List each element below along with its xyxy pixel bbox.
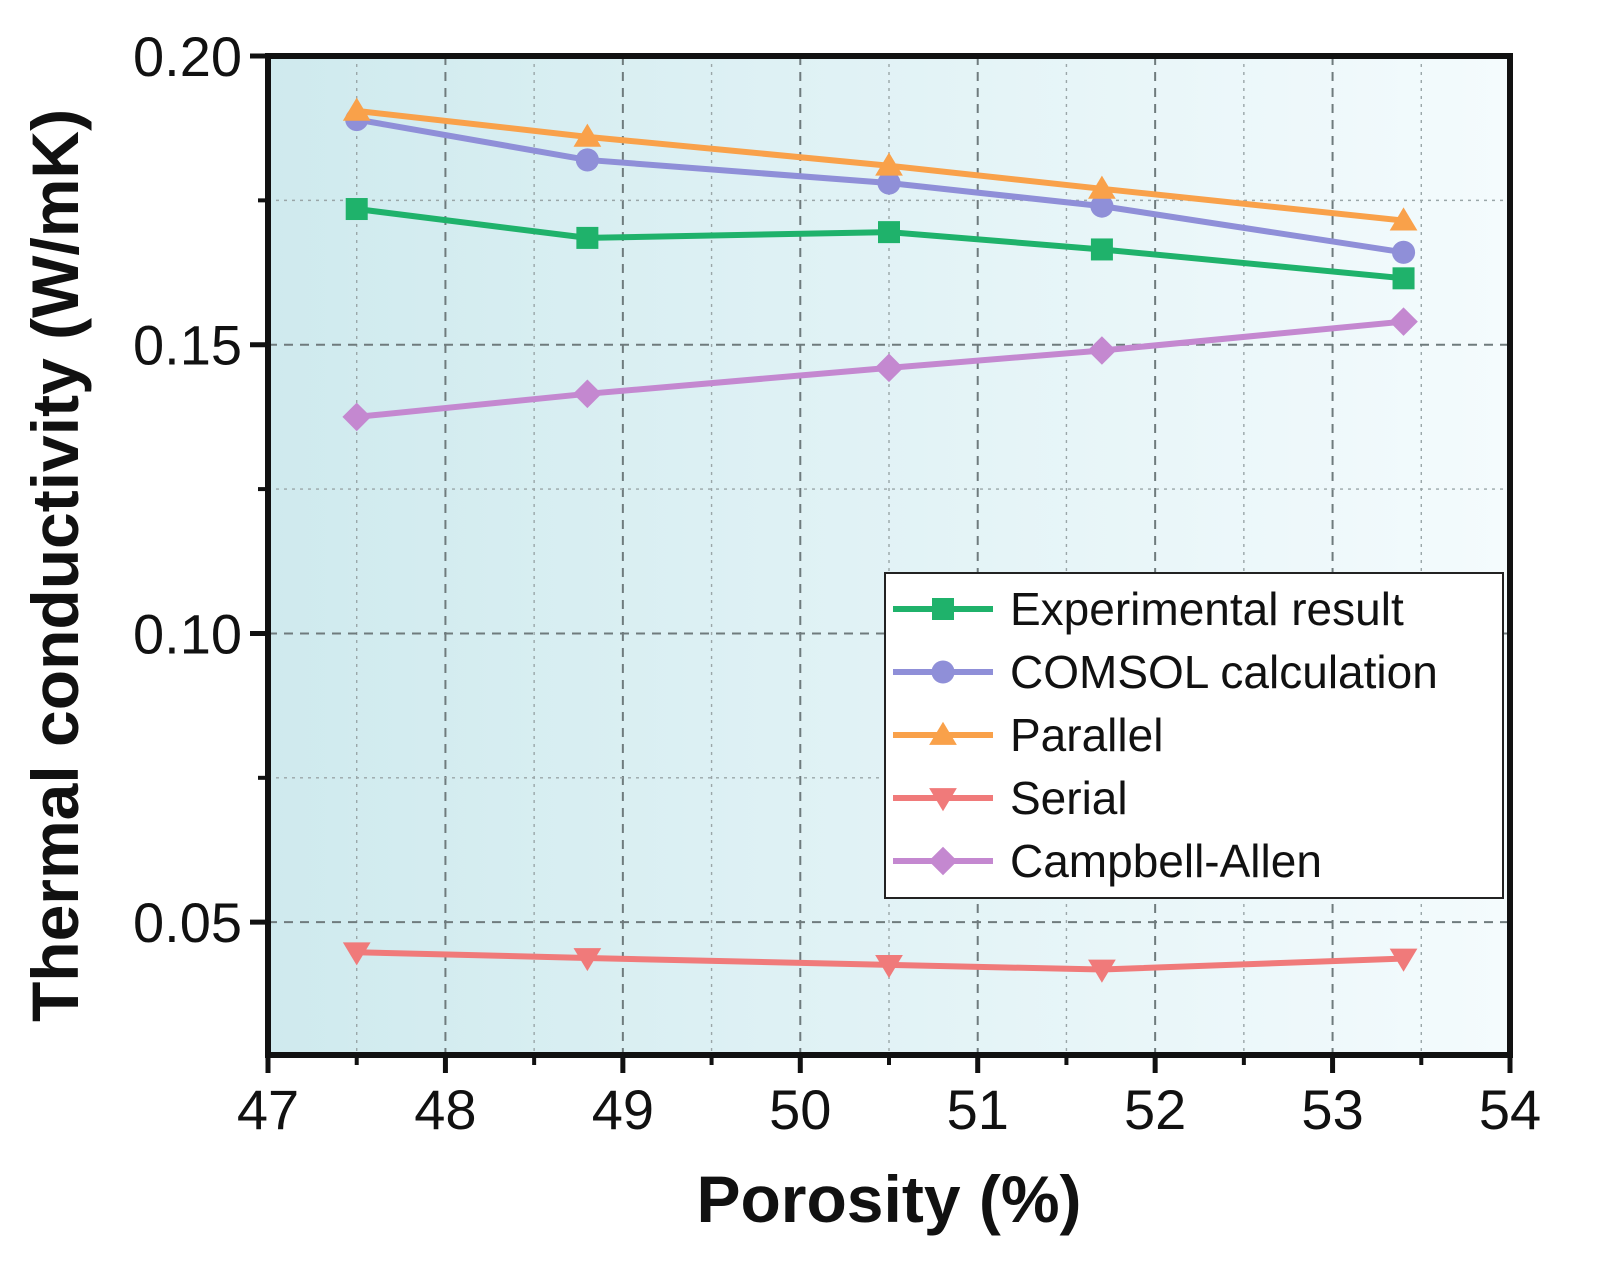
x-tick-label: 51 [947,1078,1009,1141]
data-point [1391,240,1416,264]
x-tick-label: 54 [1479,1078,1541,1141]
data-point [1088,175,1116,199]
legend-label: Experimental result [1010,583,1404,635]
data-point [342,942,371,966]
series-serial [342,942,1418,983]
x-tick-label: 50 [769,1078,831,1141]
x-tick-label: 47 [237,1078,299,1141]
x-tick-label: 48 [414,1078,476,1141]
data-point [874,353,904,383]
data-point [875,955,903,979]
y-tick-label: 0.15 [133,314,242,377]
data-point [1087,336,1117,365]
data-point [1389,207,1418,231]
legend-item: Campbell-Allen [893,835,1322,887]
x-axis-title: Porosity (%) [696,1162,1081,1236]
data-point [345,198,368,221]
data-point [575,148,599,172]
legend-marker [929,788,957,812]
legend-item: Experimental result [893,583,1404,635]
data-point [875,152,903,176]
y-tick-label: 0.10 [133,602,242,665]
legend-label: Serial [1010,772,1128,824]
data-point [342,97,371,121]
data-point [1090,238,1113,261]
series-layer [342,97,1418,983]
data-point [1392,267,1415,290]
legend: Experimental result COMSOL calculation Par… [884,572,1504,899]
legend-marker [932,598,954,620]
series-parallel [342,97,1418,231]
data-point [573,123,602,147]
series-experimental-result [345,198,1415,290]
data-point [1088,959,1116,983]
legend-label: Parallel [1010,709,1163,761]
x-tick-label: 53 [1301,1078,1363,1141]
x-tick-label: 49 [592,1078,654,1141]
legend-marker [928,846,958,876]
legend-marker [929,721,957,745]
legend-label: Campbell-Allen [1010,835,1322,887]
legend-item: COMSOL calculation [893,646,1438,698]
series-campbell-allen [342,307,1418,432]
data-point [877,171,901,195]
y-tick-label: 0.20 [133,25,242,88]
data-point [1389,307,1418,336]
legend-item: Serial [893,772,1128,824]
x-tick-label: 52 [1124,1078,1186,1141]
data-point [1090,194,1114,218]
data-point [878,221,900,244]
y-tick-label: 0.05 [133,891,242,954]
legend-item: Parallel [893,709,1163,761]
data-point [342,402,372,432]
axis-ticks: 47 48 49 50 51 52 53 54 0.05 0.10 0.15 0.20 [133,25,1541,1141]
data-point [576,226,599,249]
data-point [573,948,602,972]
y-axis-title: Thermal conductivity (W/mK) [18,109,92,1022]
legend-label: COMSOL calculation [1010,646,1438,698]
data-point [1389,948,1418,972]
data-point [573,379,602,409]
legend-marker [931,660,955,684]
